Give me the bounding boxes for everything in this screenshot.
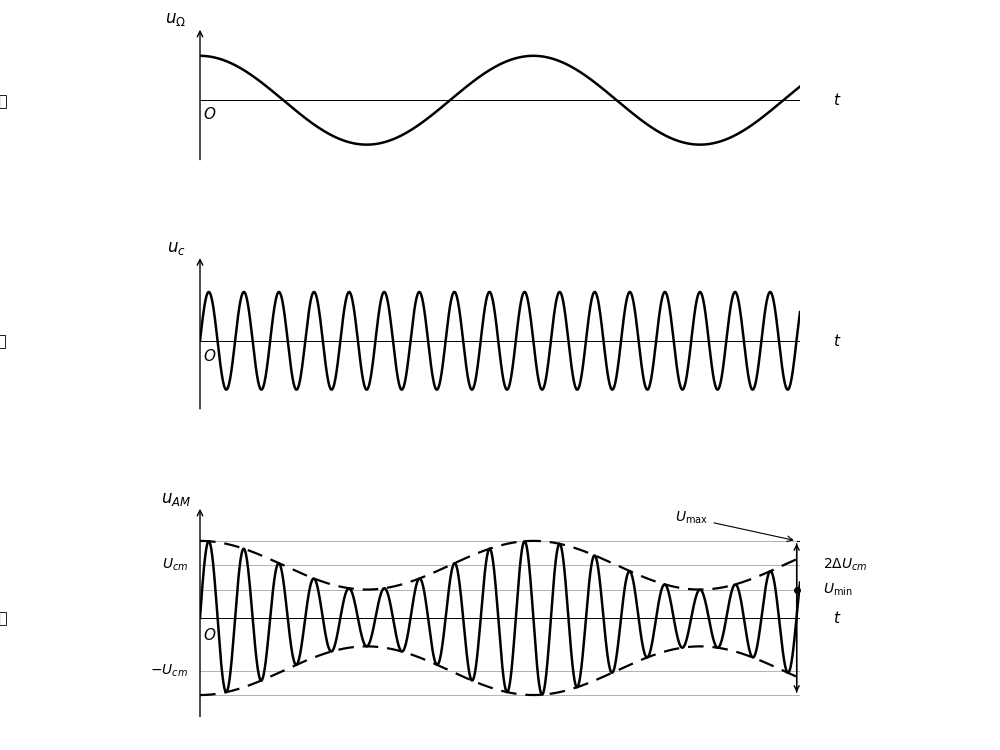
Text: $t$: $t$ — [833, 92, 841, 108]
Text: $O$: $O$ — [203, 106, 216, 122]
Text: $-U_{cm}$: $-U_{cm}$ — [150, 662, 188, 679]
Text: $u_{c}$: $u_{c}$ — [167, 239, 185, 257]
Text: $u_{AM}$: $u_{AM}$ — [161, 490, 191, 508]
Text: $t$: $t$ — [833, 610, 841, 626]
Text: $U_{\min}$: $U_{\min}$ — [823, 581, 853, 598]
Text: (c)已调波: (c)已调波 — [0, 610, 8, 626]
Text: $O$: $O$ — [203, 627, 216, 643]
Text: $U_{cm}$: $U_{cm}$ — [162, 557, 188, 574]
Text: $t$: $t$ — [833, 333, 841, 349]
Text: (a)调制信号: (a)调制信号 — [0, 93, 8, 108]
Text: $2\Delta U_{cm}$: $2\Delta U_{cm}$ — [823, 557, 868, 574]
Text: $u_{\Omega}$: $u_{\Omega}$ — [165, 10, 187, 28]
Text: $U_{\max}$: $U_{\max}$ — [675, 510, 793, 542]
Text: (b)载波: (b)载波 — [0, 333, 8, 348]
Text: $O$: $O$ — [203, 347, 216, 364]
